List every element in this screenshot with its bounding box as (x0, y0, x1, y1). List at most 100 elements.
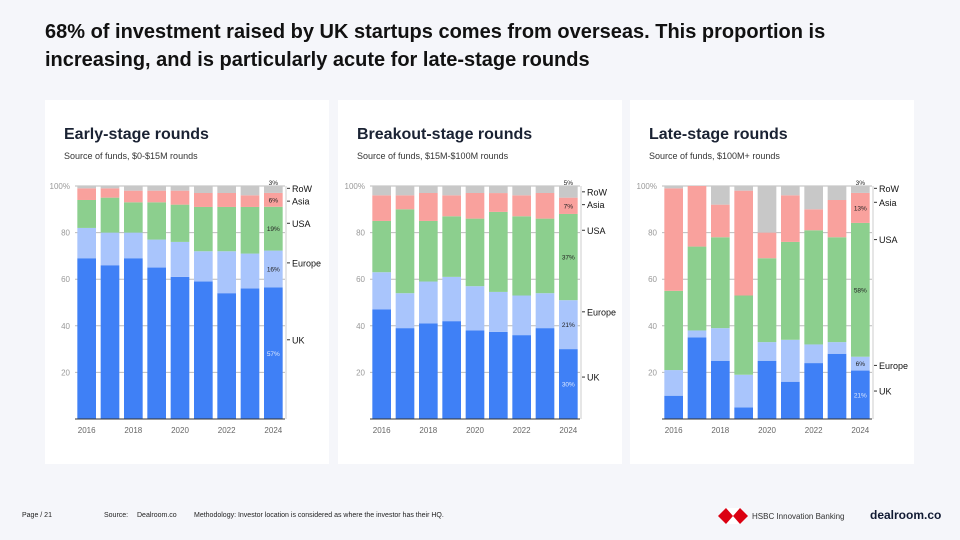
bar-europe-2022 (512, 295, 531, 336)
breakout-stage-chart: 100% 80 60 40 20 2016 2018 2020 2022 2024 UK Europe… (345, 180, 617, 435)
bar-asia-2020 (170, 190, 190, 205)
x-tick-label: 2022 (218, 426, 236, 435)
bar-row-2019 (147, 186, 166, 191)
data-label-usa: 37% (562, 255, 575, 262)
bar-uk-2019 (734, 407, 753, 419)
chart-subtitle: Source of funds, $0-$15M rounds (64, 151, 198, 161)
bar-asia-2023 (827, 199, 847, 238)
bar-asia-2024 (851, 192, 870, 223)
chart-title: Late-stage rounds (649, 126, 788, 143)
bar-usa-2016 (372, 220, 391, 273)
bar-usa-2021 (194, 206, 213, 252)
source-label: Source: (104, 512, 129, 519)
series-label-uk: UK (879, 387, 892, 397)
series-label-asia: Asia (292, 197, 310, 207)
panel-early-stage: Early-stage rounds Source of funds, $0-$… (45, 100, 329, 464)
bar-uk-2017 (687, 337, 707, 419)
bar-europe-2024 (851, 356, 870, 371)
data-label-uk: 21% (854, 392, 867, 399)
bar-usa-2021 (781, 241, 800, 340)
bar-uk-2024 (851, 370, 870, 419)
data-label-usa: 58% (854, 287, 867, 294)
bar-uk-2017 (100, 265, 120, 419)
bar-asia-2022 (804, 209, 823, 231)
bar-uk-2024 (264, 287, 283, 419)
bar-uk-2024 (559, 349, 578, 419)
x-tick-label: 2024 (264, 426, 282, 435)
series-label-usa: USA (587, 226, 606, 236)
bar-europe-2024 (264, 250, 283, 288)
bar-europe-2024 (559, 300, 578, 350)
bar-usa-2019 (734, 295, 753, 375)
bar-europe-2020 (465, 286, 485, 331)
bar-asia-2022 (512, 195, 531, 217)
x-tick-label: 2016 (78, 426, 96, 435)
bar-uk-2018 (124, 258, 143, 419)
bar-usa-2016 (664, 290, 683, 371)
x-tick-label: 2022 (805, 426, 823, 435)
bar-europe-2021 (781, 339, 800, 382)
bar-usa-2024 (851, 222, 870, 357)
hsbc-logo: HSBC Innovation Banking (718, 508, 845, 524)
bar-usa-2019 (147, 202, 166, 240)
bar-row-2024 (851, 186, 870, 193)
series-label-uk: UK (587, 373, 600, 383)
y-tick-label: 40 (61, 322, 70, 331)
bar-uk-2018 (711, 360, 730, 419)
bar-uk-2017 (395, 328, 415, 419)
bar-europe-2020 (757, 342, 777, 361)
bar-uk-2021 (194, 281, 213, 419)
bar-asia-2017 (687, 186, 707, 247)
y-tick-label: 60 (356, 275, 365, 284)
x-tick-label: 2020 (171, 426, 189, 435)
bar-asia-2019 (734, 190, 753, 296)
bar-uk-2023 (535, 328, 555, 419)
series-label-usa: USA (879, 235, 898, 245)
bar-europe-2016 (77, 227, 96, 259)
bar-usa-2023 (240, 206, 260, 254)
bar-europe-2017 (395, 293, 415, 329)
bar-usa-2017 (100, 197, 120, 233)
bar-row-2019 (734, 186, 753, 191)
bar-europe-2016 (664, 370, 683, 396)
data-label-row: 5% (564, 180, 574, 187)
panel-breakout-stage: Breakout-stage rounds Source of funds, $… (338, 100, 622, 464)
chart-subtitle: Source of funds, $15M-$100M rounds (357, 151, 509, 161)
bar-row-2018 (711, 186, 730, 205)
bar-row-2020 (170, 186, 190, 191)
series-label-row: RoW (587, 187, 608, 197)
bar-row-2023 (535, 186, 555, 193)
data-label-europe: 21% (562, 322, 575, 329)
bar-asia-2023 (535, 192, 555, 219)
x-tick-label: 2022 (513, 426, 531, 435)
panel-late-stage: Late-stage rounds Source of funds, $100M… (630, 100, 914, 464)
bar-uk-2016 (77, 258, 96, 419)
bar-asia-2017 (100, 188, 120, 198)
bar-row-2018 (419, 186, 438, 193)
bar-row-2016 (77, 186, 96, 189)
bar-europe-2023 (827, 342, 847, 354)
x-tick-label: 2018 (711, 426, 729, 435)
bar-uk-2020 (757, 360, 777, 419)
bar-row-2023 (240, 186, 260, 196)
bar-europe-2019 (442, 276, 461, 322)
bar-usa-2020 (170, 204, 190, 242)
bar-uk-2022 (804, 363, 823, 419)
hsbc-text: HSBC Innovation Banking (752, 511, 845, 521)
bar-asia-2018 (419, 192, 438, 221)
y-tick-label: 60 (648, 275, 657, 284)
dealroom-logo: dealroom.co (870, 508, 942, 522)
bar-row-2017 (100, 186, 120, 189)
bar-usa-2022 (512, 216, 531, 296)
x-tick-label: 2020 (758, 426, 776, 435)
bar-asia-2016 (77, 188, 96, 200)
bar-usa-2020 (757, 258, 777, 343)
bar-uk-2022 (512, 335, 531, 419)
data-label-asia: 6% (269, 197, 279, 204)
page-number: Page / 21 (22, 512, 52, 519)
bar-europe-2018 (419, 281, 438, 324)
y-tick-label: 40 (648, 322, 657, 331)
bar-asia-2021 (489, 193, 508, 212)
bar-usa-2018 (419, 220, 438, 282)
bar-uk-2016 (664, 395, 683, 419)
